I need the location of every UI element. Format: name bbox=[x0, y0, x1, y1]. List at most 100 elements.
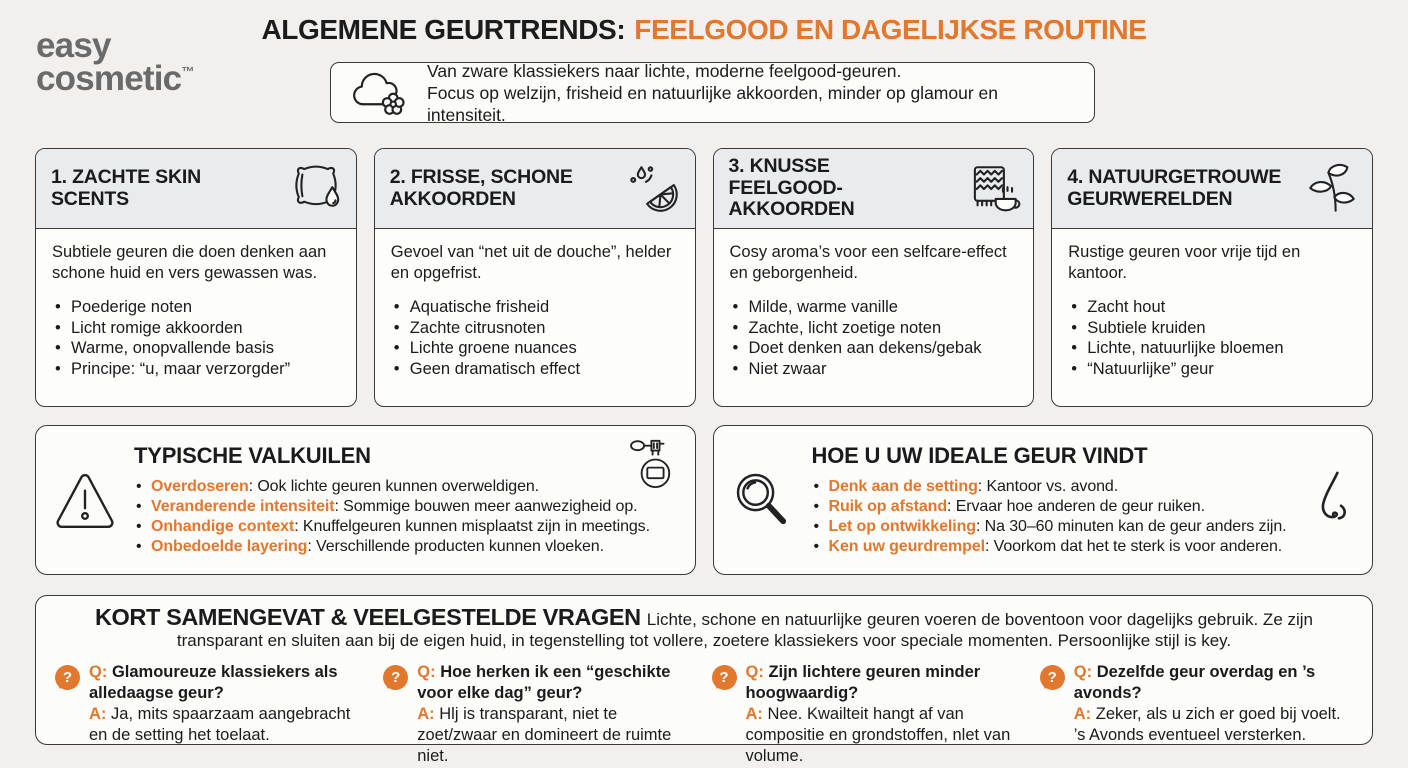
logo-line-2: cosmetic™ bbox=[36, 58, 195, 98]
card-bullet: Subtiele kruiden bbox=[1068, 318, 1362, 339]
card-header: 4. NATUURGETROUWE GEURWERELDEN bbox=[1052, 149, 1372, 229]
pitfalls-title: TYPISCHE VALKUILEN bbox=[134, 443, 371, 468]
perfume-atomizer-icon bbox=[629, 439, 670, 489]
pitfall-text: : Sommige bouwen meer aanwezigheid op. bbox=[334, 498, 638, 515]
finder-item: Denk aan de setting: Kantoor vs. avond. bbox=[812, 477, 1337, 497]
faq-item-4: ? Q: Dezelfde geur overdag en ’s avonds?… bbox=[1039, 662, 1353, 767]
finder-title: HOE U UW IDEALE GEUR VINDT bbox=[811, 443, 1148, 468]
plant-sprig-icon bbox=[1309, 163, 1355, 212]
finder-item: Ruik op afstand: Ervaar hoe anderen de g… bbox=[812, 497, 1337, 517]
finder-item: Let op ontwikkeling: Na 30–60 minuten ka… bbox=[812, 517, 1337, 537]
finder-list: Denk aan de setting: Kantoor vs. avond. … bbox=[812, 477, 1337, 557]
finder-text: : Na 30–60 minuten kan de geur anders zi… bbox=[975, 518, 1287, 535]
faq-answer: A: Ja, mits spaarzaam aangebracht en de … bbox=[89, 705, 351, 744]
card-bullet: Zachte, licht zoetige noten bbox=[730, 318, 1024, 339]
card-knusse-feelgood-akkoorden: 3. KNUSSE FEELGOOD-AKKOORDEN Cosy aroma’… bbox=[712, 148, 1035, 407]
card-bullet: Doet denken aan dekens/gebak bbox=[730, 338, 1024, 359]
finder-text: : Ervaar hoe anderen de geur ruiken. bbox=[947, 498, 1205, 515]
pitfall-item: Veranderende intensiteit: Sommige bouwen… bbox=[134, 497, 659, 517]
pitfalls-content: TYPISCHE VALKUILEN Overdoseren: Ook lich… bbox=[134, 443, 695, 557]
citrus-splash-icon bbox=[629, 165, 678, 212]
finder-label: Ruik op afstand bbox=[828, 498, 948, 515]
middle-panels-row: TYPISCHE VALKUILEN Overdoseren: Ook lich… bbox=[35, 425, 1373, 575]
card-bullet: “Natuurlijke” geur bbox=[1068, 359, 1362, 380]
magnifier-icon bbox=[736, 473, 786, 525]
card-bullet-list: Zacht hout Subtiele kruiden Lichte, natu… bbox=[1068, 297, 1362, 379]
card-bullet-list: Milde, warme vanille Zachte, licht zoeti… bbox=[730, 297, 1024, 379]
pitfalls-left-icon-area bbox=[36, 469, 134, 531]
finder-label: Ken uw geurdrempel bbox=[828, 538, 986, 555]
finder-content: HOE U UW IDEALE GEUR VINDT Denk aan de s… bbox=[812, 443, 1373, 557]
question-bubble-icon: ? bbox=[55, 665, 80, 690]
faq-answer: A: Zeker, als u zich er goed bij voelt. … bbox=[1073, 705, 1341, 744]
nose-icon bbox=[1321, 471, 1346, 520]
warning-triangle-icon bbox=[56, 474, 114, 528]
trademark-symbol: ™ bbox=[181, 63, 195, 79]
faq-item-3: ? Q: Zijn lichtere geuren minder hoogwaa… bbox=[711, 662, 1025, 767]
faq-row: ? Q: Glamoureuze klassiekers als alledaa… bbox=[52, 662, 1356, 767]
pitfall-text: : Verschillende producten kunnen vloeken… bbox=[307, 538, 604, 555]
card-bullet: Zachte citrusnoten bbox=[391, 318, 685, 339]
card-header: 3. KNUSSE FEELGOOD-AKKOORDEN bbox=[713, 149, 1034, 229]
page-title: ALGEMENE GEURTRENDS: FEELGOOD EN DAGELIJK… bbox=[0, 14, 1408, 46]
pitfall-item: Onhandige context: Knuffelgeuren kunnen … bbox=[134, 517, 659, 537]
card-description: Gevoel van “net uit de douche”, helder e… bbox=[390, 243, 672, 282]
summary-title: KORT SAMENGEVAT & VEELGESTELDE VRAGEN bbox=[94, 604, 641, 630]
card-bullet: Milde, warme vanille bbox=[730, 297, 1024, 318]
summary-text: Lichte, schone en natuurlijke geuren voe… bbox=[176, 610, 1314, 650]
question-bubble-icon: ? bbox=[383, 665, 409, 690]
card-bullet-list: Aquatische frisheid Zachte citrusnoten L… bbox=[391, 297, 685, 379]
card-bullet: Niet zwaar bbox=[730, 359, 1024, 380]
easycosmetic-logo: easy cosmetic™ bbox=[36, 28, 195, 98]
finder-item: Ken uw geurdrempel: Voorkom dat het te s… bbox=[812, 537, 1337, 557]
finder-label: Let op ontwikkeling bbox=[828, 518, 977, 535]
card-title: 4. NATUURGETROUWE GEURWERELDEN bbox=[1067, 165, 1282, 210]
card-bullet: Poederige noten bbox=[52, 297, 346, 318]
pitfalls-right-icon-area bbox=[627, 436, 679, 496]
pitfall-item: Overdoseren: Ook lichte geuren kunnen ov… bbox=[134, 477, 659, 497]
faq-question: Q: Glamoureuze klassiekers als alledaags… bbox=[89, 663, 338, 702]
finder-label: Denk aan de setting bbox=[828, 478, 978, 495]
card-bullet: Zacht hout bbox=[1068, 297, 1362, 318]
pillow-droplet-icon bbox=[295, 165, 339, 207]
intro-line-1: Van zware klassiekers naar lichte, moder… bbox=[427, 60, 902, 81]
pitfall-label: Onhandige context bbox=[151, 518, 295, 535]
intro-line-2: Focus op welzijn, frisheid en natuurlijk… bbox=[427, 82, 998, 125]
card-body: Subtiele geuren die doen denken aan scho… bbox=[36, 229, 356, 379]
card-title: 2. FRISSE, SCHONE AKKOORDEN bbox=[389, 165, 573, 210]
faq-question: Q: Dezelfde geur overdag en ’s avonds? bbox=[1073, 663, 1316, 702]
trend-cards-row: 1. ZACHTE SKIN SCENTS Subtiele geuren di… bbox=[35, 148, 1373, 407]
card-body: Gevoel van “net uit de douche”, helder e… bbox=[375, 229, 695, 379]
card-natuurgetrouwe-geurwerelden: 4. NATUURGETROUWE GEURWERELDEN Rustige g… bbox=[1051, 148, 1373, 407]
pitfalls-list: Overdoseren: Ook lichte geuren kunnen ov… bbox=[134, 477, 659, 557]
card-title: 1. ZACHTE SKIN SCENTS bbox=[51, 165, 201, 210]
card-bullet: Warme, onopvallende basis bbox=[52, 338, 346, 359]
summary-faq-panel: KORT SAMENGEVAT & VEELGESTELDE VRAGEN Lic… bbox=[35, 595, 1373, 765]
faq-question: Q: Zijn lichtere geuren minder hoogwaard… bbox=[745, 663, 981, 702]
faq-text: Q: Glamoureuze klassiekers als alledaags… bbox=[89, 662, 368, 767]
card-bullet: Principe: “u, maar verzorgder” bbox=[52, 359, 346, 380]
faq-text: Q: Dezelfde geur overdag en ’s avonds? A… bbox=[1074, 662, 1353, 767]
card-header: 2. FRISSE, SCHONE AKKOORDEN bbox=[374, 149, 695, 229]
finder-left-icon-area bbox=[714, 466, 812, 534]
pitfall-label: Overdoseren bbox=[151, 478, 249, 495]
card-body: Cosy aroma’s voor een selfcare-effect en… bbox=[714, 229, 1034, 379]
blanket-teacup-icon bbox=[974, 165, 1021, 211]
pitfalls-panel: TYPISCHE VALKUILEN Overdoseren: Ook lich… bbox=[35, 425, 696, 575]
faq-item-1: ? Q: Glamoureuze klassiekers als alledaa… bbox=[55, 662, 368, 767]
cloud-flower-icon bbox=[353, 72, 405, 115]
pitfall-text: : Knuffelgeuren kunnen misplaatst zijn i… bbox=[294, 518, 650, 535]
question-bubble-icon: ? bbox=[711, 665, 737, 690]
card-description: Cosy aroma’s voor een selfcare-effect en… bbox=[729, 243, 1007, 282]
card-bullet: Lichte, natuurlijke bloemen bbox=[1068, 338, 1362, 359]
card-description: Subtiele geuren die doen denken aan scho… bbox=[52, 243, 327, 282]
page-title-orange: FEELGOOD EN DAGELIJKSE ROUTINE bbox=[634, 14, 1147, 45]
pitfall-label: Onbedoelde layering bbox=[151, 538, 308, 555]
intro-text: Van zware klassiekers naar lichte, moder… bbox=[427, 60, 1076, 126]
card-body: Rustige geuren voor vrije tijd en kantoo… bbox=[1052, 229, 1372, 379]
faq-text: Q: Zijn lichtere geuren minder hoogwaard… bbox=[746, 662, 1025, 767]
faq-answer: A: Hlj is transparant, niet te zoet/zwaa… bbox=[417, 705, 672, 765]
finder-text: : Kantoor vs. avond. bbox=[977, 478, 1119, 495]
summary-heading: KORT SAMENGEVAT & VEELGESTELDE VRAGEN Lic… bbox=[52, 604, 1356, 651]
